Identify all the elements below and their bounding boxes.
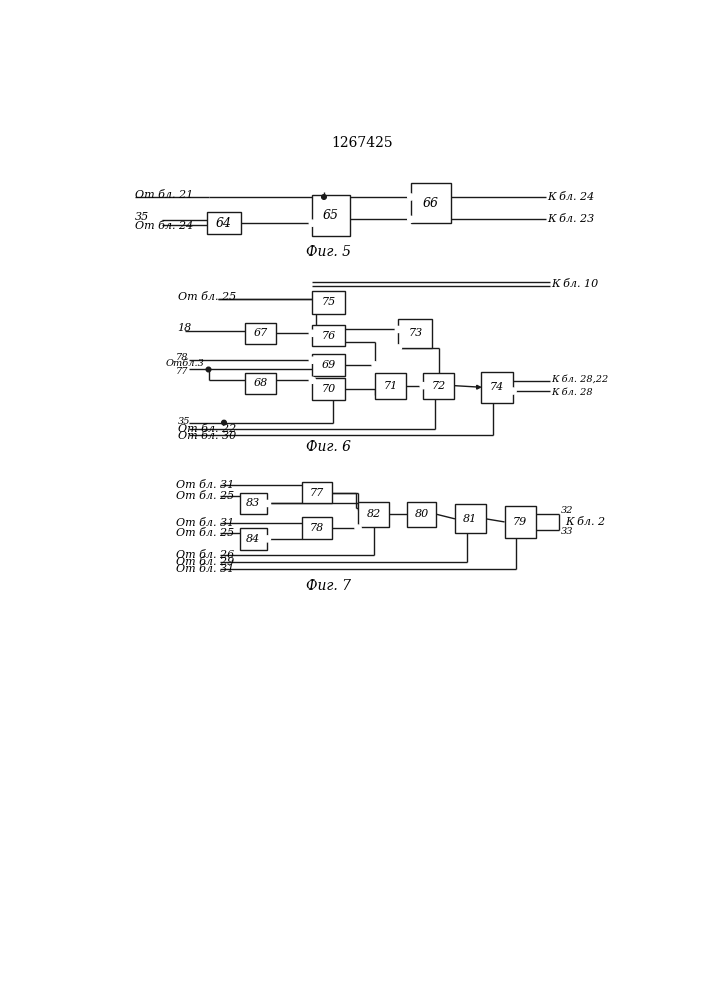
Bar: [358, 502, 389, 527]
Text: 74: 74: [490, 382, 504, 392]
Circle shape: [510, 388, 516, 394]
Bar: [303, 482, 332, 503]
Text: 72: 72: [431, 381, 446, 391]
Text: Фиг. 7: Фиг. 7: [306, 579, 351, 593]
Text: От бл. 25: От бл. 25: [176, 491, 234, 501]
Text: От бл. 31: От бл. 31: [176, 480, 234, 490]
Circle shape: [222, 420, 226, 425]
Text: 1267425: 1267425: [331, 136, 393, 150]
Bar: [312, 291, 345, 314]
Bar: [303, 517, 332, 539]
Text: 81: 81: [463, 514, 477, 524]
Circle shape: [309, 377, 315, 383]
Text: 82: 82: [366, 509, 380, 519]
Bar: [375, 373, 406, 399]
Bar: [481, 372, 513, 403]
Text: 73: 73: [409, 328, 423, 338]
Bar: [312, 325, 345, 346]
Circle shape: [355, 525, 361, 531]
Bar: [245, 373, 276, 394]
Text: От бл. 22: От бл. 22: [177, 424, 235, 434]
Text: 32: 32: [561, 506, 573, 515]
Text: К бл. 23: К бл. 23: [547, 214, 595, 224]
Bar: [312, 195, 349, 235]
Text: От бл. 26: От бл. 26: [176, 550, 234, 560]
Text: От бл. 31: От бл. 31: [176, 564, 234, 574]
Text: От бл. 21: От бл. 21: [135, 190, 193, 200]
Text: К бл. 28,22: К бл. 28,22: [551, 375, 608, 384]
Text: 78: 78: [310, 523, 324, 533]
Text: 84: 84: [246, 534, 261, 544]
Circle shape: [408, 216, 414, 222]
Circle shape: [372, 362, 378, 368]
Text: 67: 67: [253, 328, 267, 338]
Circle shape: [395, 345, 402, 351]
Circle shape: [309, 357, 315, 363]
Text: От бл. 30: От бл. 30: [177, 431, 235, 441]
Bar: [423, 373, 454, 399]
Text: Фиг. 5: Фиг. 5: [306, 245, 351, 259]
Text: 71: 71: [383, 381, 398, 391]
Bar: [398, 319, 433, 348]
Text: К бл. 24: К бл. 24: [547, 192, 595, 202]
Bar: [240, 528, 267, 550]
Text: От бл. 31: От бл. 31: [176, 518, 234, 528]
Text: 78: 78: [176, 353, 189, 362]
Text: От бл. 24: От бл. 24: [135, 221, 193, 231]
Text: К бл. 28: К бл. 28: [551, 388, 592, 397]
Text: 68: 68: [253, 378, 267, 388]
Text: 83: 83: [246, 498, 261, 508]
Circle shape: [408, 194, 414, 200]
Text: 35: 35: [135, 212, 149, 222]
Circle shape: [395, 326, 402, 333]
Text: К бл. 10: К бл. 10: [551, 279, 598, 289]
Text: 77: 77: [310, 488, 324, 498]
Circle shape: [309, 330, 315, 336]
Text: 79: 79: [513, 517, 527, 527]
Text: Фиг. 6: Фиг. 6: [306, 440, 351, 454]
Text: 66: 66: [423, 197, 439, 210]
Text: 70: 70: [322, 384, 336, 394]
Bar: [312, 354, 345, 376]
Text: 77: 77: [176, 367, 189, 376]
Bar: [207, 212, 241, 234]
Polygon shape: [477, 385, 481, 389]
Text: 33: 33: [561, 527, 573, 536]
Circle shape: [322, 195, 327, 199]
Text: От бл. 29: От бл. 29: [176, 557, 234, 567]
Bar: [505, 506, 535, 538]
Bar: [407, 502, 436, 527]
Circle shape: [264, 536, 271, 542]
Circle shape: [206, 367, 211, 372]
Bar: [312, 378, 345, 400]
Text: 80: 80: [414, 509, 428, 519]
Text: 18: 18: [177, 323, 192, 333]
Text: 69: 69: [322, 360, 336, 370]
Bar: [245, 323, 276, 344]
Text: 76: 76: [322, 331, 336, 341]
Text: К бл. 2: К бл. 2: [565, 517, 605, 527]
Circle shape: [309, 220, 315, 226]
Bar: [411, 183, 451, 223]
Text: 75: 75: [322, 297, 336, 307]
Text: От бл. 25: От бл. 25: [176, 528, 234, 538]
Text: 65: 65: [323, 209, 339, 222]
Text: От бл. 25: От бл. 25: [177, 292, 235, 302]
Text: 64: 64: [216, 217, 232, 230]
Circle shape: [420, 383, 426, 389]
Bar: [455, 504, 486, 533]
Text: Отбл.3: Отбл.3: [166, 359, 205, 368]
Circle shape: [264, 500, 271, 507]
Bar: [240, 493, 267, 514]
Text: 35: 35: [177, 417, 190, 426]
